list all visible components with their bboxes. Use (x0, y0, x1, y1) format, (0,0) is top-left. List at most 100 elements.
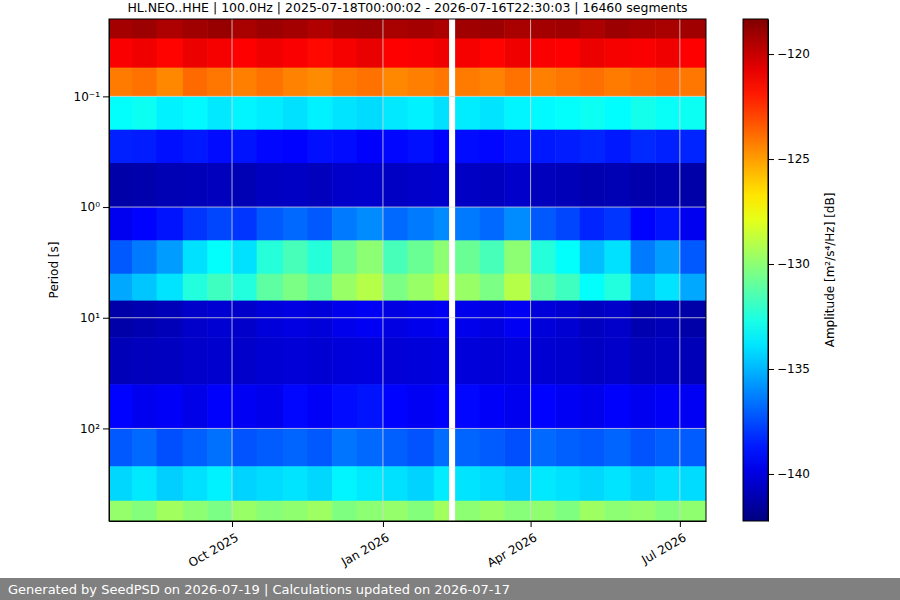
cell (455, 163, 480, 208)
cell (531, 38, 556, 68)
cell (157, 68, 184, 97)
cell (357, 337, 384, 385)
cell (109, 96, 132, 130)
x-tick: Jul 2026 (638, 521, 688, 567)
cell (257, 384, 284, 429)
cell (631, 240, 656, 274)
cell (408, 19, 435, 39)
cell (504, 38, 531, 68)
cell (383, 337, 408, 385)
cell (283, 466, 308, 501)
cell (580, 96, 605, 130)
y-tick-mark (103, 96, 109, 97)
cell (504, 384, 531, 429)
cell (257, 207, 284, 241)
cell (257, 163, 284, 208)
x-tick-mark (531, 521, 532, 527)
cell (183, 501, 208, 521)
cell (183, 207, 208, 241)
cell (455, 19, 480, 39)
cell (655, 501, 680, 521)
cell (480, 337, 505, 385)
cell (455, 501, 480, 521)
cell (109, 501, 132, 521)
cell (207, 428, 232, 466)
cell (631, 301, 656, 338)
cell (132, 130, 157, 164)
cell (480, 96, 505, 130)
cell (183, 337, 208, 385)
x-tick-mark (232, 521, 233, 527)
y-tick-label: 10¹ (80, 311, 100, 325)
y-tick: 10² (80, 422, 109, 436)
cell (604, 19, 631, 39)
grid-line (109, 428, 706, 429)
cell (232, 501, 257, 521)
cell (232, 274, 257, 301)
cell (283, 38, 308, 68)
y-axis-title: Period [s] (47, 242, 61, 299)
cell (132, 274, 157, 301)
cell (555, 207, 580, 241)
cell (357, 274, 384, 301)
cell (480, 466, 505, 501)
cell (207, 337, 232, 385)
cell (232, 96, 257, 130)
cell (157, 207, 184, 241)
cell (283, 240, 308, 274)
cell (655, 38, 680, 68)
cell (232, 301, 257, 338)
cell (332, 19, 357, 39)
x-tick: Oct 2025 (186, 521, 241, 570)
colorbar-tick-label: −120 (777, 47, 810, 61)
cell (631, 163, 656, 208)
cell (132, 68, 157, 97)
cell (504, 301, 531, 338)
cell (408, 96, 435, 130)
cell (408, 130, 435, 164)
cell (680, 428, 706, 466)
cell (680, 337, 706, 385)
cell (655, 68, 680, 97)
grid-line (382, 19, 383, 521)
cell (631, 428, 656, 466)
colorbar-tick: −125 (768, 152, 810, 166)
cell (157, 19, 184, 39)
cell (132, 19, 157, 39)
cell (357, 96, 384, 130)
cell (157, 130, 184, 164)
cell (383, 274, 408, 301)
colorbar-tick-mark (768, 369, 774, 370)
cell (580, 301, 605, 338)
cell (232, 68, 257, 97)
cell (480, 38, 505, 68)
cell (555, 274, 580, 301)
cell (455, 130, 480, 164)
cell (434, 19, 449, 39)
cell (207, 501, 232, 521)
cell (307, 384, 332, 429)
cell (531, 207, 556, 241)
cell (631, 501, 656, 521)
cell (332, 501, 357, 521)
cell (307, 240, 332, 274)
cell (655, 96, 680, 130)
cell (307, 68, 332, 97)
cell (434, 240, 449, 274)
cell (680, 466, 706, 501)
cell (680, 240, 706, 274)
colorbar-tick-mark (768, 54, 774, 55)
cell (631, 38, 656, 68)
cell (434, 38, 449, 68)
cell (157, 274, 184, 301)
cell (604, 68, 631, 97)
cell (207, 466, 232, 501)
cell (183, 240, 208, 274)
cell (383, 96, 408, 130)
cell (257, 501, 284, 521)
cell (183, 466, 208, 501)
cell (132, 337, 157, 385)
cell (555, 163, 580, 208)
y-tick-mark (103, 428, 109, 429)
cell (580, 274, 605, 301)
